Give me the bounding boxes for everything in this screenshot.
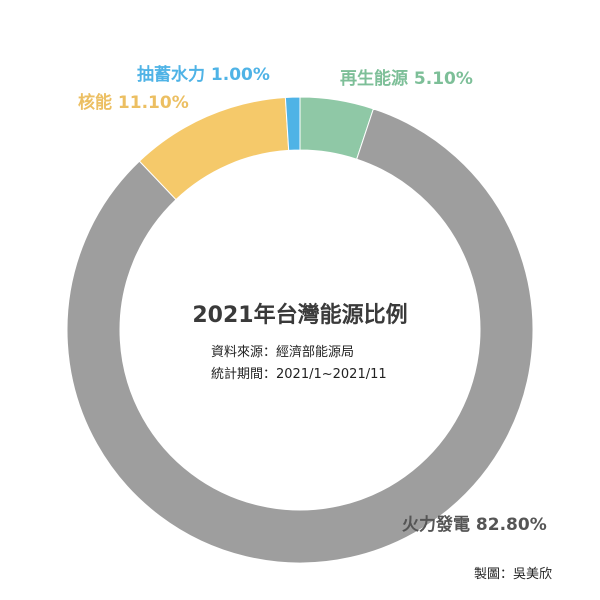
- slice-label-3: 核能 11.10%: [78, 92, 189, 113]
- slice-4: [284, 96, 301, 151]
- chart-credit: 製圖：吳美欣: [473, 567, 552, 582]
- slice-label-1: 再生能源 5.10%: [340, 68, 473, 89]
- leader-line: [349, 515, 397, 527]
- chart-subtitle-period: 統計期間：2021/1~2021/11: [211, 366, 387, 382]
- leader-lines-group: [349, 515, 397, 527]
- slice-label-4: 抽蓄水力 1.00%: [137, 64, 270, 85]
- chart-subtitle-source: 資料來源：經濟部能源局: [211, 344, 354, 360]
- slices-group: [66, 96, 534, 564]
- slice-label-2: 火力發電 82.80%: [402, 514, 547, 535]
- slice-labels-group: 再生能源 5.10% 火力發電 82.80% 核能 11.10% 抽蓄水力 1.00%: [78, 64, 547, 535]
- chart-title: 2021年台灣能源比例: [192, 302, 407, 328]
- slice-2: [66, 108, 534, 564]
